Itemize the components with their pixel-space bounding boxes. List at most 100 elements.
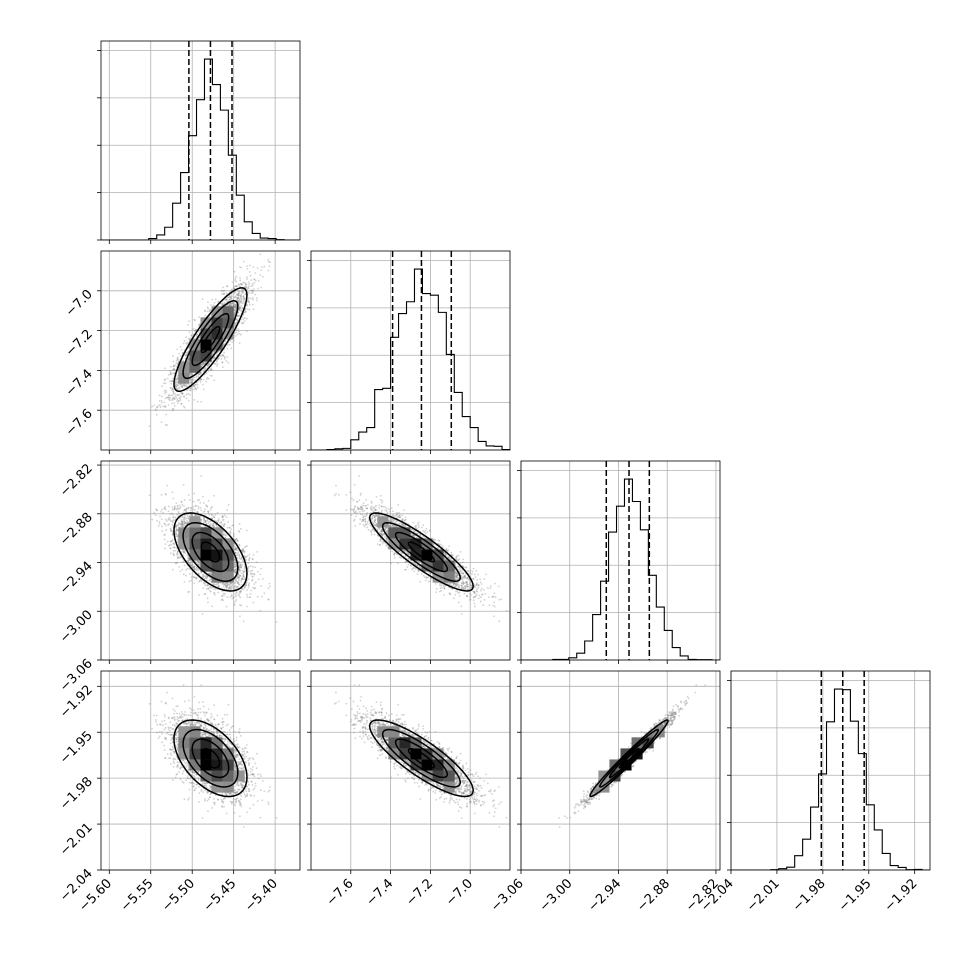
sample-point	[205, 372, 208, 374]
sample-point	[177, 394, 180, 397]
sample-point	[235, 537, 238, 540]
sample-point	[247, 281, 250, 284]
sample-point	[153, 511, 156, 514]
sample-point	[226, 582, 229, 585]
sample-point	[193, 385, 196, 388]
histogram-step	[101, 58, 300, 240]
sample-point	[242, 296, 245, 298]
sample-point	[239, 285, 242, 288]
sample-point	[209, 304, 212, 306]
sample-point	[171, 389, 173, 391]
sample-point	[242, 291, 245, 294]
sample-point	[178, 396, 181, 399]
sample-point	[237, 292, 240, 295]
sample-point	[230, 302, 232, 305]
sample-point	[234, 593, 237, 596]
sample-point	[195, 569, 198, 571]
sample-point	[193, 567, 196, 570]
sample-point	[251, 289, 254, 292]
sample-point	[171, 379, 173, 382]
sample-point	[211, 524, 214, 526]
sample-point	[223, 293, 225, 296]
sample-point	[204, 361, 207, 364]
sample-point	[261, 266, 263, 268]
sample-point	[169, 372, 172, 375]
sample-point	[176, 358, 179, 361]
sample-point	[158, 400, 161, 402]
sample-point	[241, 307, 244, 310]
sample-point	[246, 267, 249, 270]
sample-point	[175, 527, 178, 530]
sample-point	[203, 363, 206, 365]
sample-point	[194, 387, 197, 390]
sample-point	[201, 298, 204, 301]
sample-point	[184, 354, 187, 357]
sample-point	[161, 395, 163, 398]
sample-point	[248, 264, 251, 267]
sample-point	[230, 304, 233, 307]
sample-point	[189, 378, 192, 381]
sample-point	[180, 500, 183, 503]
sample-point	[190, 379, 193, 382]
sample-point	[239, 574, 241, 577]
sample-point	[195, 505, 198, 508]
sample-point	[187, 399, 190, 402]
sample-point	[171, 380, 174, 382]
sample-point	[155, 409, 157, 412]
sample-point	[192, 328, 195, 330]
sample-point	[186, 343, 188, 345]
sample-point	[232, 304, 235, 307]
sample-point	[239, 569, 242, 572]
sample-point	[246, 300, 249, 303]
sample-point	[173, 507, 176, 510]
sample-point	[173, 367, 176, 370]
sample-point	[225, 586, 227, 588]
sample-point	[247, 570, 250, 573]
sample-point	[172, 516, 175, 519]
sample-point	[242, 318, 245, 320]
sample-point	[233, 315, 236, 318]
sample-point	[231, 281, 234, 284]
sample-point	[160, 518, 163, 521]
sample-point	[250, 285, 253, 288]
sample-point	[190, 381, 193, 384]
sample-point	[240, 580, 243, 583]
sample-point	[225, 292, 228, 295]
sample-point	[235, 594, 238, 597]
sample-point	[276, 229, 278, 231]
sample-point	[175, 380, 178, 383]
sample-point	[151, 405, 154, 408]
sample-point	[172, 397, 175, 400]
sample-point	[179, 345, 182, 348]
sample-point	[187, 357, 190, 360]
sample-point	[214, 298, 217, 301]
sample-point	[252, 290, 255, 293]
sample-point	[235, 304, 238, 306]
sample-point	[235, 297, 238, 300]
sample-point	[197, 373, 200, 376]
sample-point	[207, 307, 210, 310]
sample-point	[198, 336, 201, 339]
sample-point	[211, 298, 213, 301]
sample-point	[190, 335, 193, 337]
contour-line	[191, 312, 230, 367]
sample-point	[175, 378, 178, 380]
y-tick-label: −7.4	[63, 367, 96, 400]
sample-point	[191, 381, 193, 384]
sample-point	[167, 394, 170, 397]
sample-point	[245, 283, 248, 286]
sample-point	[176, 398, 179, 401]
sample-point	[224, 582, 227, 585]
panel-frame	[100, 250, 301, 451]
sample-point	[214, 583, 216, 586]
sample-point	[181, 386, 184, 389]
sample-point	[238, 308, 241, 311]
sample-point	[238, 543, 241, 546]
sample-point	[180, 385, 183, 388]
sample-point	[250, 289, 252, 292]
sample-point	[242, 574, 245, 577]
sample-point	[246, 308, 249, 311]
sample-point	[207, 301, 209, 304]
sample-point	[241, 288, 243, 291]
sample-point	[216, 363, 219, 366]
